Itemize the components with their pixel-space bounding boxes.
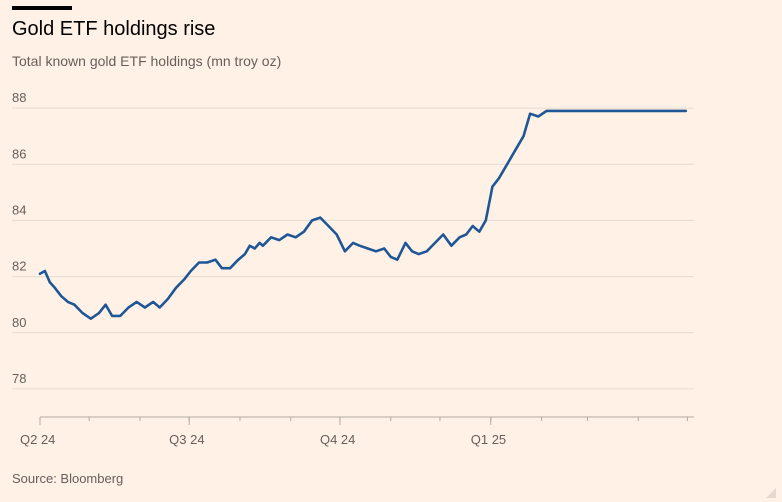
y-tick-label: 84 <box>12 202 26 217</box>
y-axis-ticks: 78 80 82 84 86 88 <box>12 90 26 386</box>
chart-title: Gold ETF holdings rise <box>12 18 216 40</box>
x-tick-label: Q3 24 <box>169 432 204 447</box>
series-layer <box>38 109 688 321</box>
x-tick-label: Q1 25 <box>471 432 506 447</box>
x-tick-label: Q4 24 <box>320 432 355 447</box>
series-line-0 <box>38 109 688 321</box>
y-tick-label: 82 <box>12 259 26 274</box>
chart-subtitle: Total known gold ETF holdings (mn troy o… <box>12 53 282 69</box>
y-tick-label: 78 <box>12 371 26 386</box>
x-axis-ticks: Q2 24 Q3 24 Q4 24 Q1 25 <box>20 417 688 447</box>
resize-grip-icon <box>766 488 776 498</box>
y-tick-label: 88 <box>12 90 26 105</box>
source-note: Source: Bloomberg <box>12 471 124 486</box>
top-rule <box>12 6 72 10</box>
grid-layer <box>12 107 694 418</box>
y-tick-label: 80 <box>12 315 26 330</box>
y-tick-label: 86 <box>12 146 26 161</box>
x-tick-label: Q2 24 <box>20 432 55 447</box>
